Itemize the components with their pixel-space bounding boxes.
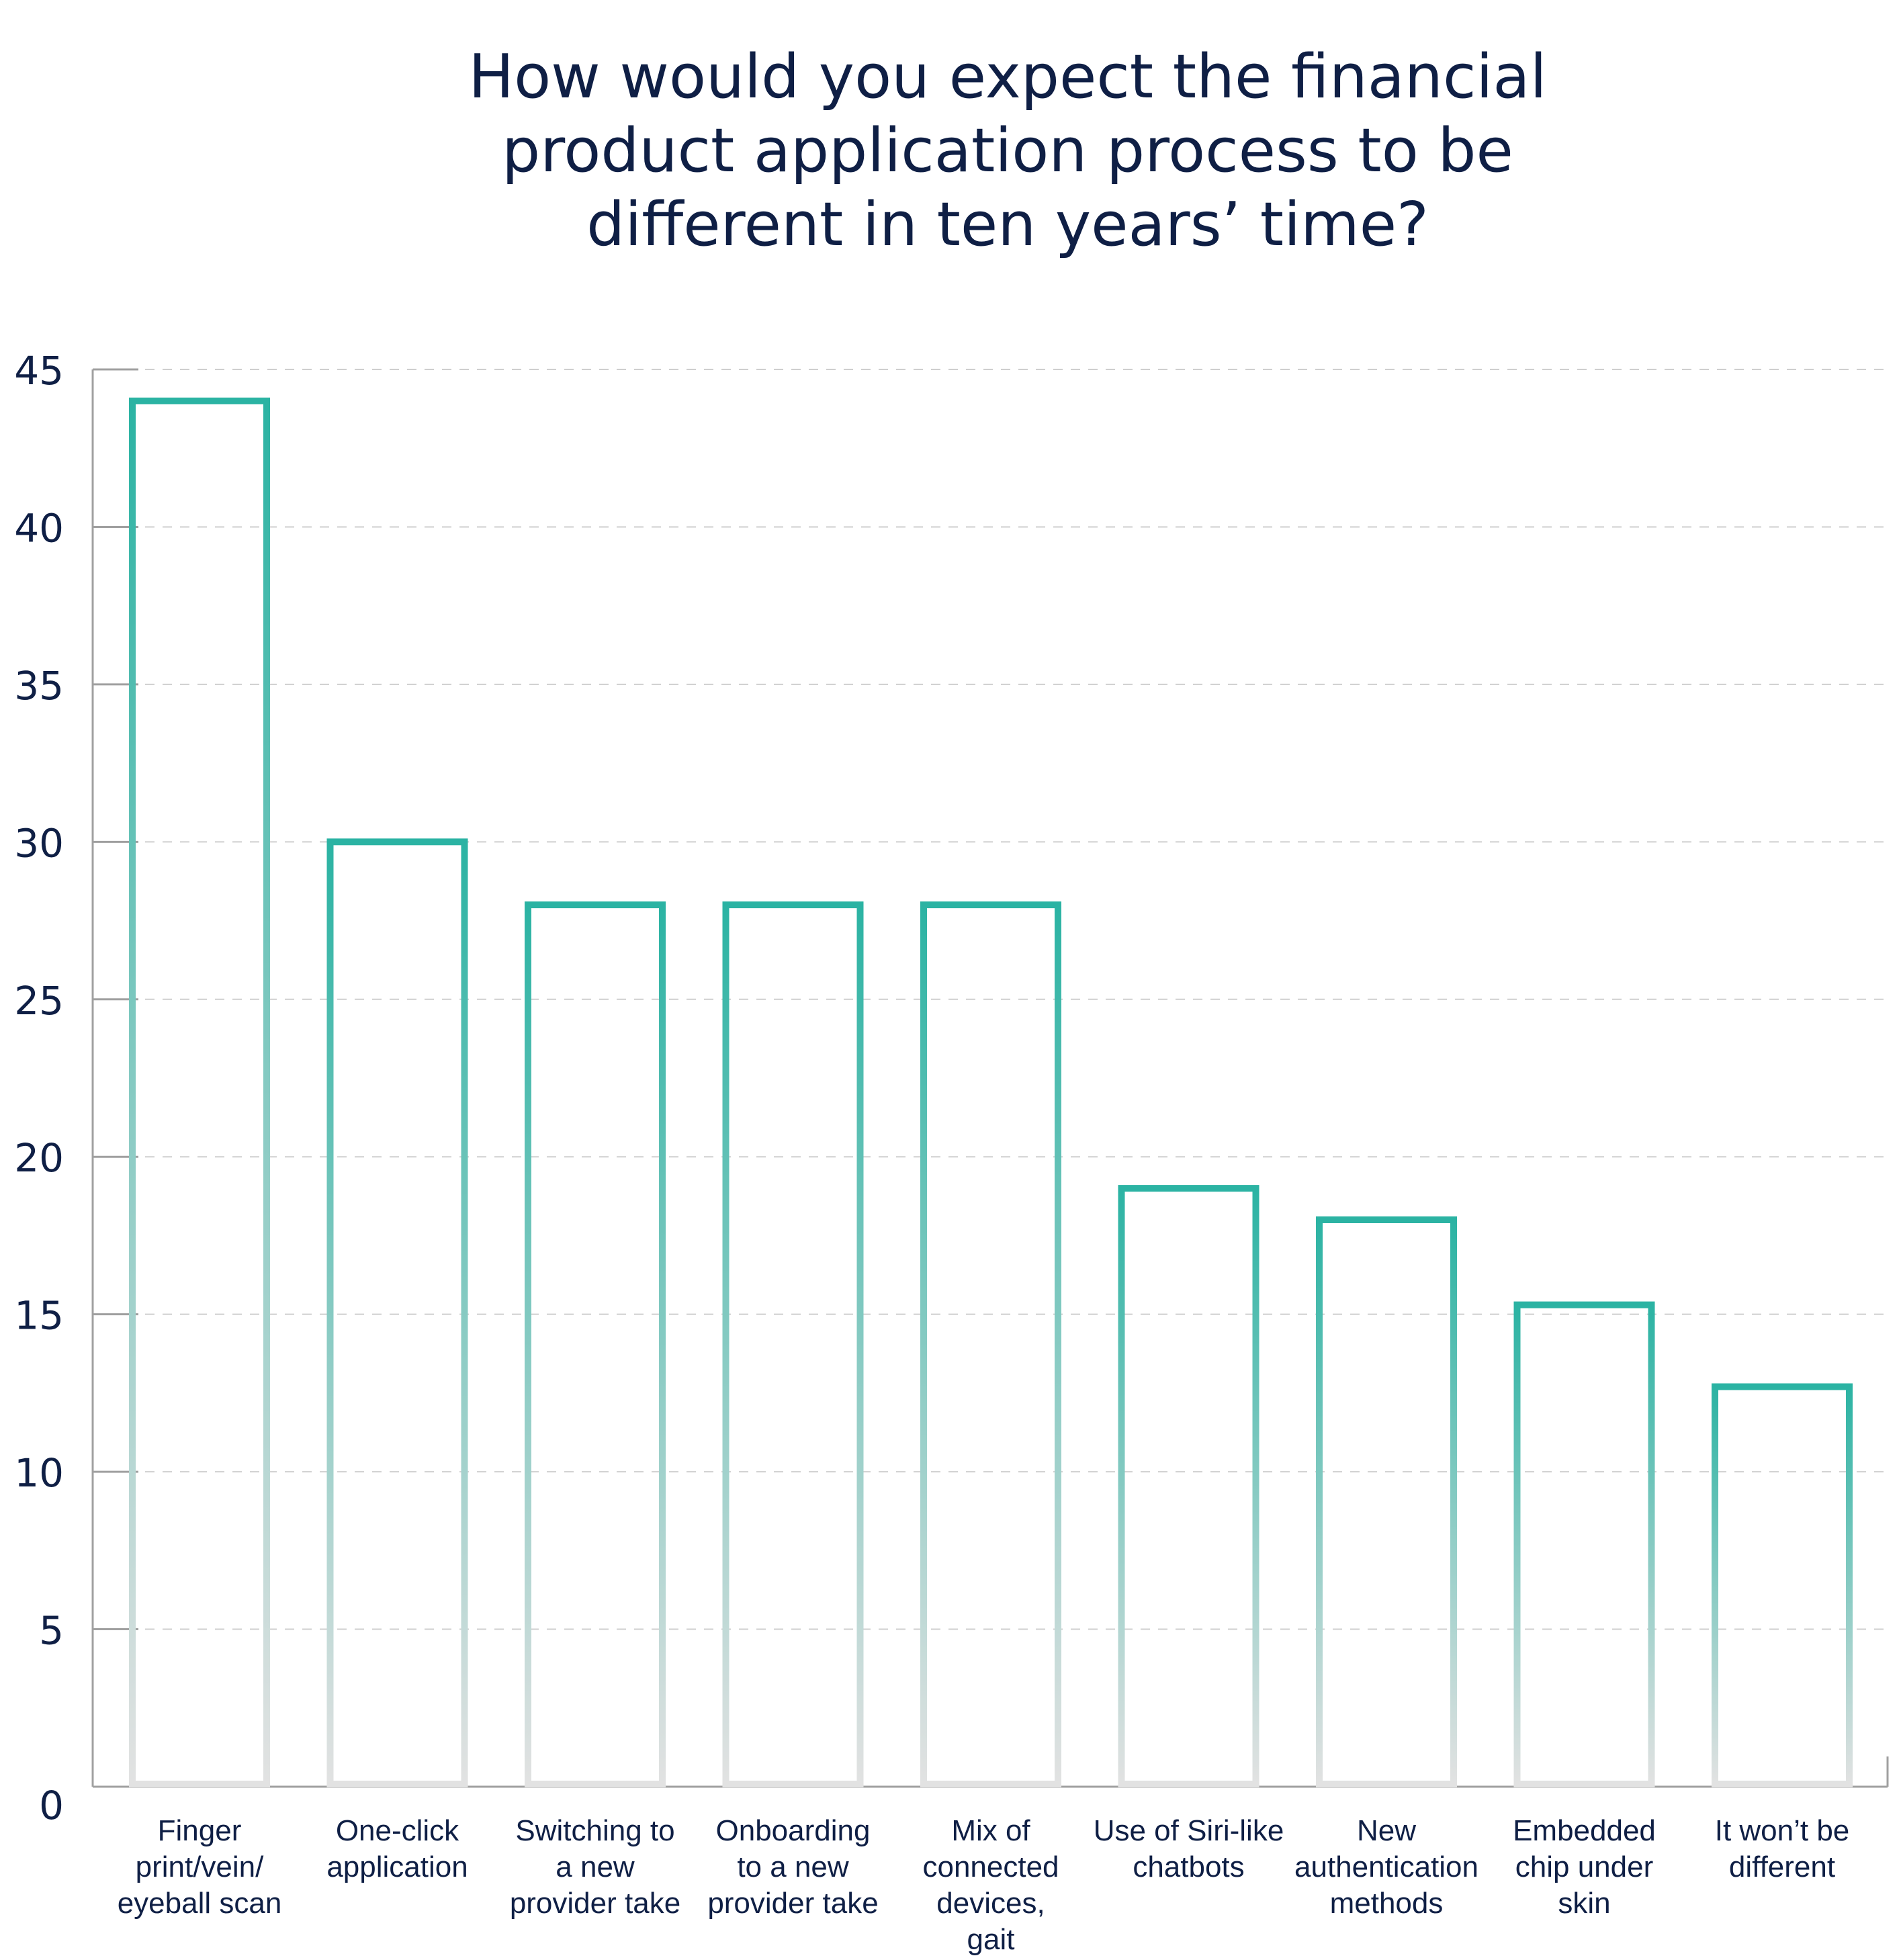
chart-title-line: product application process to be (502, 116, 1513, 186)
chart-title-line: How would you expect the financial (468, 42, 1546, 112)
y-axis-ticks: 0 5 10 15 20 25 30 35 40 45 (14, 348, 64, 1828)
x-tick-label: application (326, 1851, 468, 1883)
bar (1513, 1301, 1655, 1787)
y-tick-label: 0 (39, 1783, 64, 1828)
x-tick-label: Use of Siri-like (1094, 1814, 1284, 1847)
axes (91, 369, 1889, 1788)
x-tick-label: chip under (1515, 1851, 1653, 1883)
y-tick-label: 10 (14, 1450, 64, 1496)
x-tick-label: New (1357, 1814, 1416, 1847)
x-axis-labels: Finger print/vein/eyeball scan One-click ap… (118, 1814, 1850, 1956)
x-tick-label: connected (922, 1851, 1059, 1883)
x-tick-label: One-click (336, 1814, 459, 1847)
y-tick-label: 15 (14, 1293, 64, 1339)
x-tick-label: Switching to (515, 1814, 674, 1847)
bar (920, 901, 1061, 1787)
x-tick-label: Mix of (951, 1814, 1030, 1847)
bars (129, 397, 1853, 1788)
x-tick-label: different (1729, 1851, 1835, 1883)
bar (722, 901, 864, 1787)
x-tick-label: gait (967, 1923, 1015, 1956)
x-tick-label: print/vein/ (136, 1851, 265, 1883)
x-tick-label: authentication (1294, 1851, 1478, 1883)
x-tick-label: Onboarding (716, 1814, 871, 1847)
bar (1316, 1216, 1457, 1787)
gridlines (93, 368, 1888, 1788)
x-tick-label: devices, (936, 1887, 1045, 1920)
x-tick-label: It won’t be (1715, 1814, 1850, 1847)
y-tick-label: 35 (14, 663, 64, 709)
y-tick-label: 5 (39, 1608, 64, 1654)
x-tick-label: provider take (510, 1887, 680, 1920)
x-tick-label: Finger (158, 1814, 242, 1847)
bar (1118, 1185, 1259, 1787)
x-tick-label: to a new (737, 1851, 849, 1883)
x-tick-label: chatbots (1133, 1851, 1244, 1883)
y-tick-label: 45 (14, 348, 64, 394)
y-tick-label: 30 (14, 820, 64, 866)
bar (129, 397, 270, 1787)
bar (326, 838, 468, 1787)
bar (525, 901, 666, 1787)
y-tick-label: 25 (14, 978, 64, 1024)
x-tick-label: methods (1330, 1887, 1444, 1920)
x-tick-label: eyeball scan (118, 1887, 282, 1920)
chart-title: How would you expect the financialproduc… (468, 42, 1546, 260)
y-tick-label: 40 (14, 505, 64, 551)
x-tick-label: provider take (707, 1887, 878, 1920)
x-tick-label: Embedded (1513, 1814, 1656, 1847)
chart-title-line: different in ten years’ time? (586, 189, 1429, 260)
x-tick-label: skin (1558, 1887, 1610, 1920)
x-tick-label: a new (556, 1851, 635, 1883)
bar (1712, 1383, 1853, 1788)
y-tick-label: 20 (14, 1135, 64, 1181)
